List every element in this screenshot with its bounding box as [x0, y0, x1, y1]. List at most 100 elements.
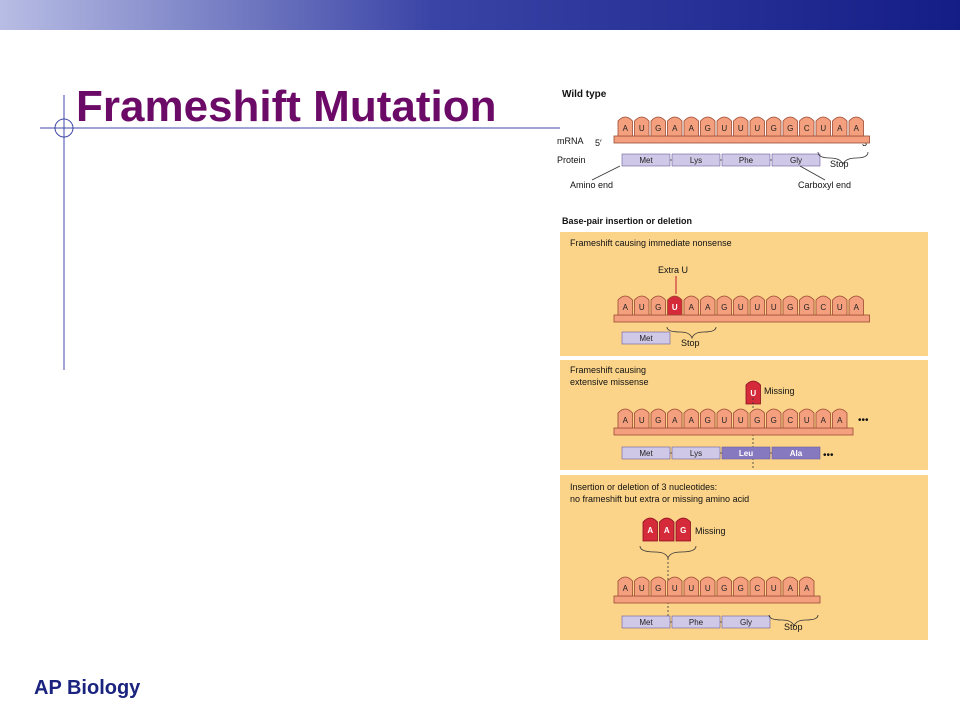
nucleotide-tooth	[749, 576, 765, 597]
stop-brace	[817, 151, 869, 165]
crosshair-circle-icon	[54, 118, 74, 138]
nucleotide-tooth	[848, 295, 864, 316]
amino-acid-label: Met	[639, 156, 653, 165]
nucleotide-tooth	[716, 408, 732, 429]
backbone	[613, 427, 854, 436]
backbone	[613, 135, 870, 144]
amino-acid-label: Met	[639, 449, 653, 458]
base-letter: A	[821, 416, 827, 425]
base-letter: U	[639, 303, 645, 312]
panel3-protein: Met Phe Gly	[621, 615, 771, 629]
base-letter: A	[689, 416, 695, 425]
base-letter: G	[655, 416, 661, 425]
base-letter: U	[771, 303, 777, 312]
nucleotide-tooth	[700, 295, 716, 316]
base-letter: U	[754, 303, 760, 312]
nucleotide-tooth	[634, 116, 650, 137]
panel1-protein: Met	[621, 331, 671, 345]
base-letter: U	[705, 584, 711, 593]
panel3-heading-line1: Insertion or deletion of 3 nucleotides:	[570, 482, 717, 492]
base-letter: A	[854, 303, 860, 312]
base-letter: U	[837, 303, 843, 312]
nucleotide-tooth	[733, 295, 749, 316]
nucleotide-tooth	[683, 576, 699, 597]
base-letter: A	[623, 416, 629, 425]
footer-label: AP Biology	[34, 677, 141, 699]
wild-type-stop: Stop	[830, 159, 849, 169]
nucleotide-tooth	[766, 408, 782, 429]
panel2-heading-line1: Frameshift causing	[570, 365, 646, 375]
five-prime-label: 5′	[595, 138, 602, 148]
base-letter: A	[705, 303, 711, 312]
nucleotide-tooth	[782, 116, 798, 137]
panel3-missing-label: Missing	[695, 526, 726, 536]
base-letter: A	[788, 584, 794, 593]
backbone	[613, 595, 821, 604]
carboxyl-end-label: Carboxyl end	[798, 180, 851, 190]
nucleotide-tooth	[733, 576, 749, 597]
extra-u-label: Extra U	[658, 265, 688, 275]
nucleotide-tooth	[650, 116, 666, 137]
mrna-label: mRNA	[557, 136, 584, 146]
panel2-protein-ellipsis: •••	[823, 450, 834, 461]
panel2-missing-base: U	[745, 380, 761, 405]
missing-base-tooth	[745, 380, 761, 405]
panel1-stop: Stop	[681, 338, 700, 348]
carboxyl-end-pointer	[799, 165, 826, 181]
nucleotide-tooth	[815, 116, 831, 137]
missing-base-letter: G	[680, 526, 686, 535]
nucleotide-tooth	[617, 295, 633, 316]
base-letter: G	[721, 584, 727, 593]
panel1-heading: Frameshift causing immediate nonsense	[570, 238, 732, 248]
nucleotide-tooth	[667, 295, 683, 316]
base-letter: G	[655, 303, 661, 312]
nucleotide-tooth	[832, 408, 848, 429]
nucleotide-tooth	[815, 295, 831, 316]
base-letter: A	[804, 584, 810, 593]
missing-base-letter: U	[750, 389, 756, 398]
wild-type-protein: Met Lys Phe Gly	[621, 153, 821, 167]
panel-no-frameshift	[560, 475, 928, 640]
base-letter: G	[754, 416, 760, 425]
amino-acid-label: Phe	[689, 618, 704, 627]
amino-acid-label: Met	[639, 334, 653, 343]
nucleotide-tooth	[667, 576, 683, 597]
nucleotide-tooth	[617, 408, 633, 429]
nucleotide-tooth	[733, 116, 749, 137]
missing-base-letter: A	[664, 526, 670, 535]
nucleotide-tooth	[799, 408, 815, 429]
nucleotide-tooth	[749, 408, 765, 429]
nucleotide-tooth	[700, 408, 716, 429]
nucleotide-tooth	[782, 408, 798, 429]
base-letter: U	[672, 584, 678, 593]
nucleotide-tooth	[650, 576, 666, 597]
amino-acid-label: Lys	[690, 449, 702, 458]
base-letter: U	[721, 124, 727, 133]
amino-acid-box	[771, 446, 821, 460]
base-letter: A	[623, 124, 629, 133]
base-letter: A	[854, 124, 860, 133]
base-letter: U	[721, 416, 727, 425]
base-letter: C	[804, 124, 810, 133]
panel2-missing-label: Missing	[764, 386, 795, 396]
title-bar	[0, 0, 960, 30]
missing-base-tooth	[675, 517, 691, 542]
base-letter: G	[705, 416, 711, 425]
missing-base-tooth	[642, 517, 658, 542]
backbone	[613, 314, 870, 323]
base-letter: G	[804, 303, 810, 312]
nucleotide-tooth	[832, 295, 848, 316]
amino-acid-label: Lys	[690, 156, 702, 165]
base-letter: G	[771, 416, 777, 425]
nucleotide-tooth	[634, 295, 650, 316]
nucleotide-tooth	[749, 295, 765, 316]
nucleotide-tooth	[799, 116, 815, 137]
nucleotide-tooth	[617, 576, 633, 597]
base-letter: C	[820, 303, 826, 312]
base-letter: U	[754, 124, 760, 133]
